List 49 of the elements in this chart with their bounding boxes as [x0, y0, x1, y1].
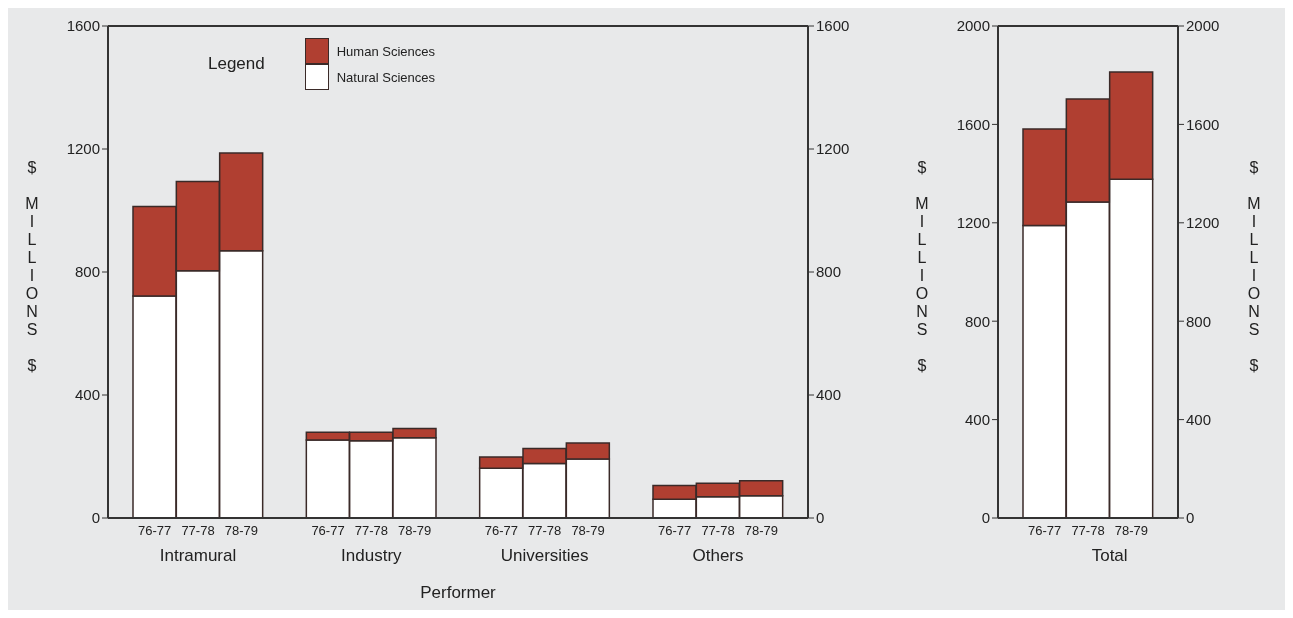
x-tick-label: 76-77 [484, 523, 518, 539]
y2-tick-label: 1200 [816, 140, 850, 158]
x-tick-label: 76-77 [311, 523, 345, 539]
y2-tick-label: 800 [816, 263, 842, 281]
x-tick-label: 76-77 [658, 523, 692, 539]
y-tick-label: 1200 [956, 214, 990, 232]
x-tick-label: 77-78 [354, 523, 388, 539]
x-tick-label: 77-78 [701, 523, 735, 539]
legend-label: Human Sciences [336, 43, 436, 59]
y2-tick-label: 0 [816, 509, 825, 527]
y-tick-label: 800 [74, 263, 100, 281]
x-tick-label: 78-79 [224, 523, 258, 539]
y-tick-label: 1600 [66, 17, 100, 35]
y-tick-label: 1600 [956, 115, 990, 133]
text: $ MILLIONS $ [25, 159, 39, 374]
x-tick-label: 78-79 [744, 523, 778, 539]
x-tick-label: 77-78 [181, 523, 215, 539]
y2-tick-label: 1600 [1186, 115, 1220, 133]
y2-tick-label: 2000 [1186, 17, 1220, 35]
x-axis-title: Performer [420, 583, 497, 602]
x-tick-label: 76-77 [1028, 523, 1062, 539]
text: Industry [340, 546, 403, 566]
text: Total [1090, 546, 1129, 566]
text: Others [691, 546, 745, 566]
x-tick-label: 76-77 [138, 523, 172, 539]
y2-tick-label: 800 [1186, 312, 1212, 330]
y-tick-label: 400 [74, 386, 100, 404]
y-tick-label: 2000 [956, 17, 990, 35]
y-tick-label: 1200 [66, 140, 100, 158]
y-tick-label: 400 [964, 410, 990, 428]
y-tick-label: 800 [964, 312, 990, 330]
y2-tick-label: 0 [1186, 509, 1195, 527]
text: Universities [499, 546, 590, 566]
y2-tick-label: 1600 [816, 17, 850, 35]
x-tick-label: 77-78 [528, 523, 562, 539]
x-tick-label: 77-78 [1071, 523, 1105, 539]
text: $ MILLIONS $ [915, 159, 929, 374]
x-tick-label: 78-79 [571, 523, 605, 539]
x-tick-label: 78-79 [1114, 523, 1148, 539]
y2-tick-label: 400 [816, 386, 842, 404]
legend-label: Natural Sciences [336, 69, 436, 85]
legend-title: Legend [208, 54, 265, 74]
y-tick-label: 0 [981, 509, 990, 527]
x-tick-label: 78-79 [398, 523, 432, 539]
y-tick-label: 0 [91, 509, 100, 527]
y2-tick-label: 1200 [1186, 214, 1220, 232]
text: $ MILLIONS $ [1247, 159, 1261, 374]
y2-tick-label: 400 [1186, 410, 1212, 428]
text: Intramural [158, 546, 238, 566]
